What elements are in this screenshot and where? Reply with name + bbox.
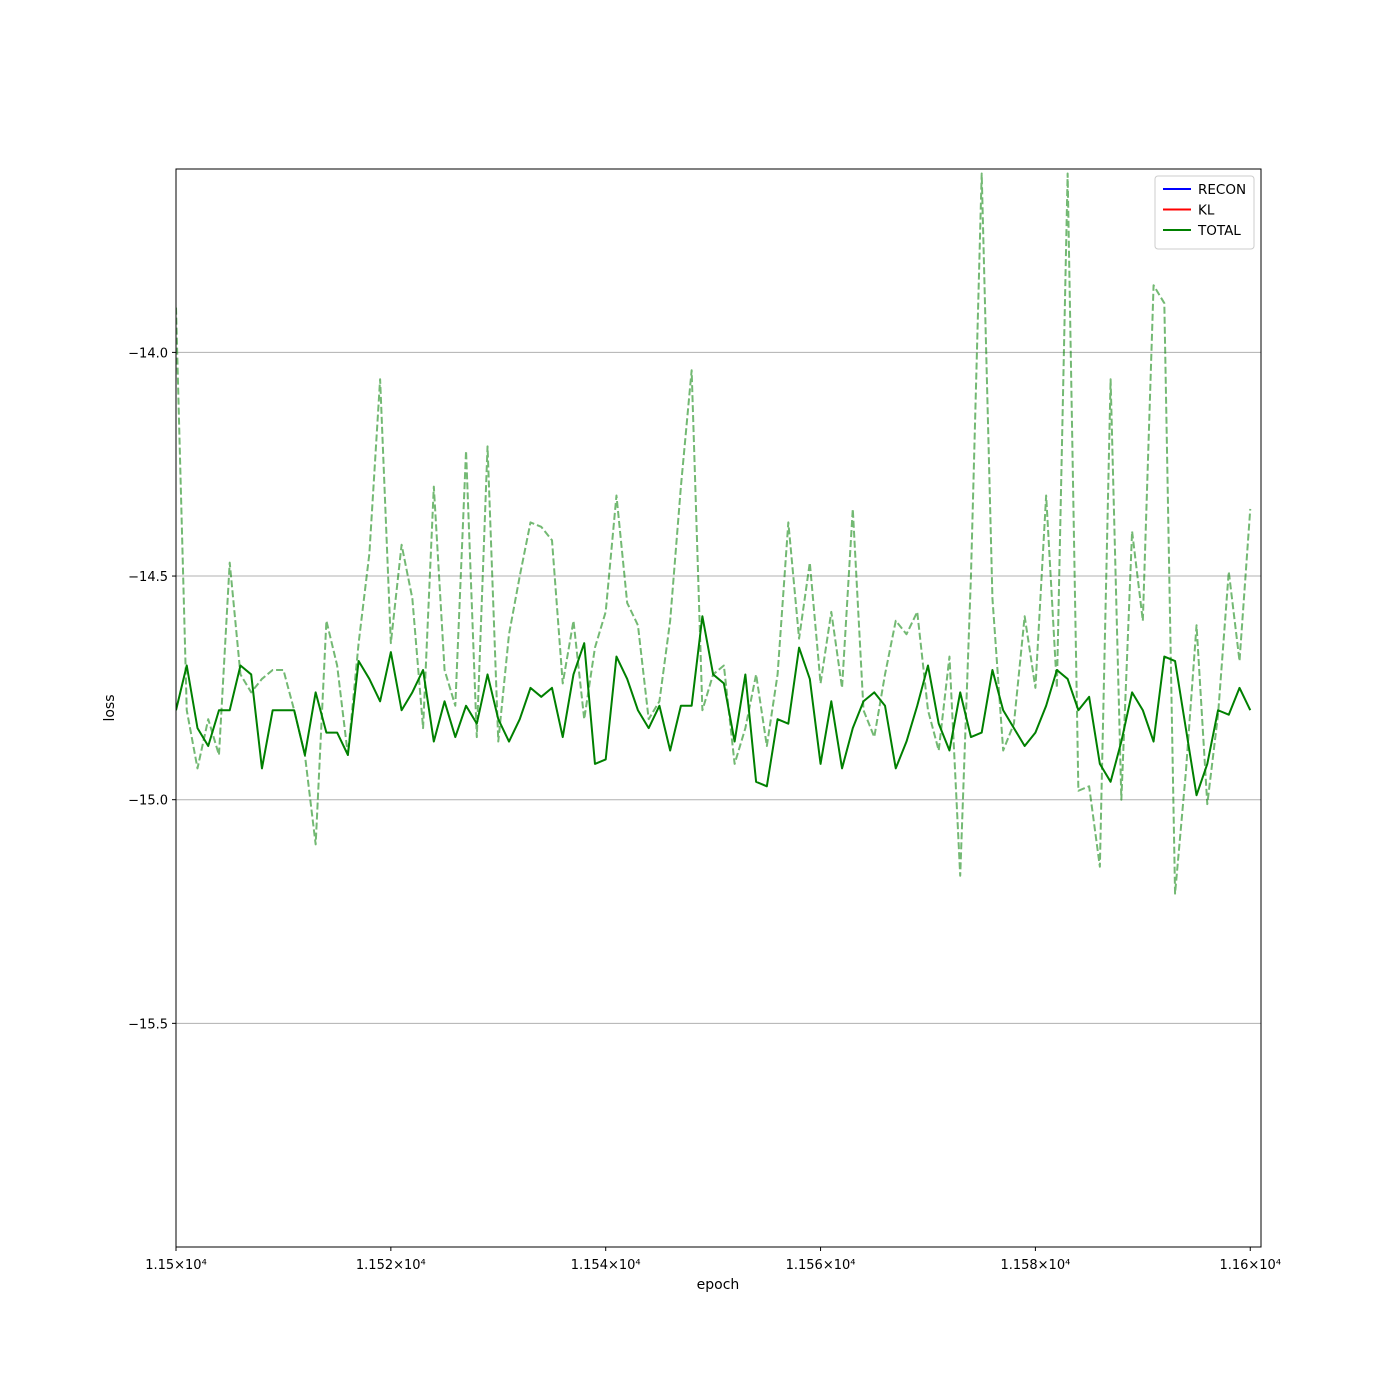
plot-area [176, 169, 1261, 1247]
series-line-total [176, 615, 1252, 797]
x-axis-label: epoch [697, 1277, 740, 1293]
y-axis-label: loss [102, 694, 118, 721]
x-tick-label-3: 1.156×10⁴ [786, 1258, 856, 1273]
x-tick-label-5: 1.16×10⁴ [1219, 1258, 1281, 1273]
y-tick-label-3: −15.5 [128, 1017, 168, 1032]
x-tick-label-2: 1.154×10⁴ [571, 1258, 641, 1273]
y-tick-label-1: −14.5 [128, 570, 168, 585]
legend-label-total: TOTAL [1197, 223, 1241, 239]
legend: RECON KL TOTAL [1154, 175, 1255, 250]
y-gridlines [176, 351, 1261, 1024]
y-axis-ticks: −14.0 −14.5 −15.0 −15.5 [128, 346, 176, 1032]
y-tick-label-2: −15.0 [128, 794, 168, 809]
x-tick-label-0: 1.15×10⁴ [145, 1258, 207, 1273]
x-axis-ticks: 1.15×10⁴ 1.152×10⁴ 1.154×10⁴ 1.156×10⁴ 1.158… [145, 1247, 1281, 1273]
x-tick-label-1: 1.152×10⁴ [356, 1258, 426, 1273]
plot-frame [175, 168, 1262, 1248]
y-tick-label-0: −14.0 [128, 346, 168, 361]
x-tick-label-4: 1.158×10⁴ [1000, 1258, 1070, 1273]
legend-label-kl: KL [1198, 203, 1215, 219]
series-lines [176, 172, 1252, 895]
legend-label-recon: RECON [1198, 182, 1246, 198]
